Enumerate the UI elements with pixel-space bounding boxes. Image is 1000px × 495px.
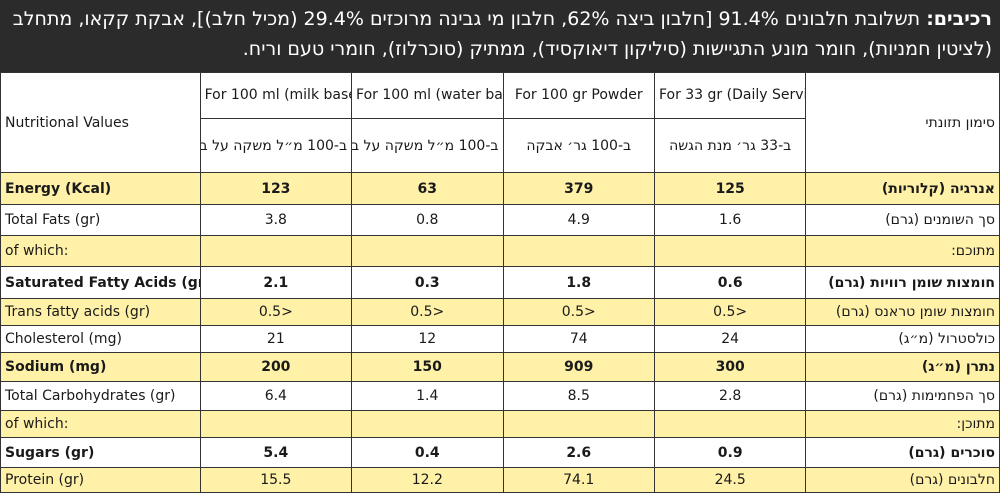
table-row: Saturated Fatty Acids (gr) 2.1 0.3 1.8 0…	[0, 266, 1000, 299]
value-cell: 74.1	[502, 467, 655, 493]
value-cell: 24	[653, 325, 807, 353]
value-cell: 0.5>	[351, 298, 504, 326]
row-label-en: Total Carbohydrates (gr)	[0, 381, 201, 411]
value-cell: 24.5	[653, 467, 807, 493]
row-label-en: of which:	[0, 410, 201, 438]
row-label-he: חומצות שומן טראנס (גרם)	[805, 298, 1000, 326]
value-cell	[351, 410, 504, 438]
table-row: Sugars (gr) 5.4 0.4 2.6 0.9 סוכרים (גרם)	[0, 437, 1000, 468]
table-row: Cholesterol (mg) 21 12 74 24 כולסטרול (מ…	[0, 325, 1000, 353]
row-label-he: סוכרים (גרם)	[805, 437, 1000, 468]
table-row: Total Fats (gr) 3.8 0.8 4.9 1.6 סך השומנ…	[0, 204, 1000, 236]
table-row: Protein (gr) 15.5 12.2 74.1 24.5 חלבונים…	[0, 467, 1000, 493]
col-header-en-serving: For 33 gr (Daily Serving )	[653, 72, 807, 119]
value-cell: 909	[502, 352, 655, 382]
row-label-he: חומצות שומן רוויות (גרם)	[805, 266, 1000, 299]
row-label-he: סך הפחמימות (גרם)	[805, 381, 1000, 411]
col-header-he-water: ב-100 מ״ל משקה על בסיס מים	[351, 118, 504, 173]
value-cell: 1.4	[351, 381, 504, 411]
col-header-en-water: For 100 ml (water based drink)	[351, 72, 504, 119]
row-label-en: Sugars (gr)	[0, 437, 201, 468]
value-cell: 379	[502, 172, 655, 205]
col-header-he-powder: ב-100 גר׳ אבקה	[502, 118, 655, 173]
row-label-en: Trans fatty acids (gr)	[0, 298, 201, 326]
ingredients-banner: רכיבים: תשלובת חלבונים 91.4% [חלבון ביצה…	[0, 0, 1000, 72]
value-cell: 1.6	[653, 204, 807, 236]
value-cell: 2.8	[653, 381, 807, 411]
value-cell: 0.4	[351, 437, 504, 468]
table-header-row-en: Nutritional Values For 100 ml (milk base…	[0, 72, 1000, 173]
value-cell	[653, 235, 807, 267]
value-cell: 0.3	[351, 266, 504, 299]
value-cell	[502, 410, 655, 438]
header-nutrition-label-he: סימון תזונתי	[805, 72, 1000, 173]
col-header-he-milk: ב-100 מ״ל משקה על בסיס חלב	[199, 118, 353, 173]
value-cell: 8.5	[502, 381, 655, 411]
header-nutritional-values: Nutritional Values	[0, 72, 201, 173]
value-cell: 2.1	[199, 266, 353, 299]
value-cell	[653, 410, 807, 438]
value-cell: 3.8	[199, 204, 353, 236]
row-label-he: מתוכן:	[805, 410, 1000, 438]
value-cell: 4.9	[502, 204, 655, 236]
value-cell: 300	[653, 352, 807, 382]
value-cell: 200	[199, 352, 353, 382]
value-cell: 15.5	[199, 467, 353, 493]
row-label-he: אנרגיה (קלוריות)	[805, 172, 1000, 205]
table-row: Trans fatty acids (gr) 0.5> 0.5> 0.5> 0.…	[0, 298, 1000, 326]
row-label-en: Sodium (mg)	[0, 352, 201, 382]
value-cell	[502, 235, 655, 267]
value-cell: 1.8	[502, 266, 655, 299]
row-label-en: Energy (Kcal)	[0, 172, 201, 205]
value-cell: 150	[351, 352, 504, 382]
table-row: of which: מתוכן:	[0, 410, 1000, 438]
nutrition-table: Nutritional Values For 100 ml (milk base…	[0, 72, 1000, 493]
value-cell: 12	[351, 325, 504, 353]
value-cell: 5.4	[199, 437, 353, 468]
value-cell: 6.4	[199, 381, 353, 411]
value-cell: 125	[653, 172, 807, 205]
table-header-row-he: ב-100 מ״ל משקה על בסיס חלב ב-100 מ״ל משק…	[1, 118, 1000, 173]
ingredients-label: רכיבים:	[926, 8, 992, 30]
value-cell: 74	[502, 325, 655, 353]
table-row: of which: מתוכם:	[0, 235, 1000, 267]
row-label-en: Cholesterol (mg)	[0, 325, 201, 353]
table-row: Total Carbohydrates (gr) 6.4 1.4 8.5 2.8…	[0, 381, 1000, 411]
value-cell: 123	[199, 172, 353, 205]
table-row: Energy (Kcal) 123 63 379 125 אנרגיה (קלו…	[0, 172, 1000, 205]
value-cell: 0.5>	[653, 298, 807, 326]
value-cell: 0.5>	[199, 298, 353, 326]
value-cell: 0.9	[653, 437, 807, 468]
row-label-he: סך השומנים (גרם)	[805, 204, 1000, 236]
row-label-en: Total Fats (gr)	[0, 204, 201, 236]
value-cell: 0.5>	[502, 298, 655, 326]
table-row: Sodium (mg) 200 150 909 300 נתרן (מ״ג)	[0, 352, 1000, 382]
value-cell: 0.8	[351, 204, 504, 236]
value-cell: 0.6	[653, 266, 807, 299]
row-label-en: Saturated Fatty Acids (gr)	[0, 266, 201, 299]
value-cell	[199, 235, 353, 267]
col-header-he-serving: ב-33 גר׳ מנת הגשה	[653, 118, 807, 173]
value-cell: 21	[199, 325, 353, 353]
col-header-en-milk: For 100 ml (milk based drink)	[199, 72, 353, 119]
row-label-he: נתרן (מ״ג)	[805, 352, 1000, 382]
value-cell: 12.2	[351, 467, 504, 493]
row-label-en: Protein (gr)	[0, 467, 201, 493]
row-label-he: חלבונים (גרם)	[805, 467, 1000, 493]
ingredients-text: תשלובת חלבונים 91.4% [חלבון ביצה 62%, חל…	[12, 8, 992, 60]
row-label-en: of which:	[0, 235, 201, 267]
value-cell: 63	[351, 172, 504, 205]
value-cell: 2.6	[502, 437, 655, 468]
row-label-he: כולסטרול (מ״ג)	[805, 325, 1000, 353]
value-cell	[351, 235, 504, 267]
col-header-en-powder: For 100 gr Powder	[502, 72, 655, 119]
row-label-he: מתוכם:	[805, 235, 1000, 267]
value-cell	[199, 410, 353, 438]
